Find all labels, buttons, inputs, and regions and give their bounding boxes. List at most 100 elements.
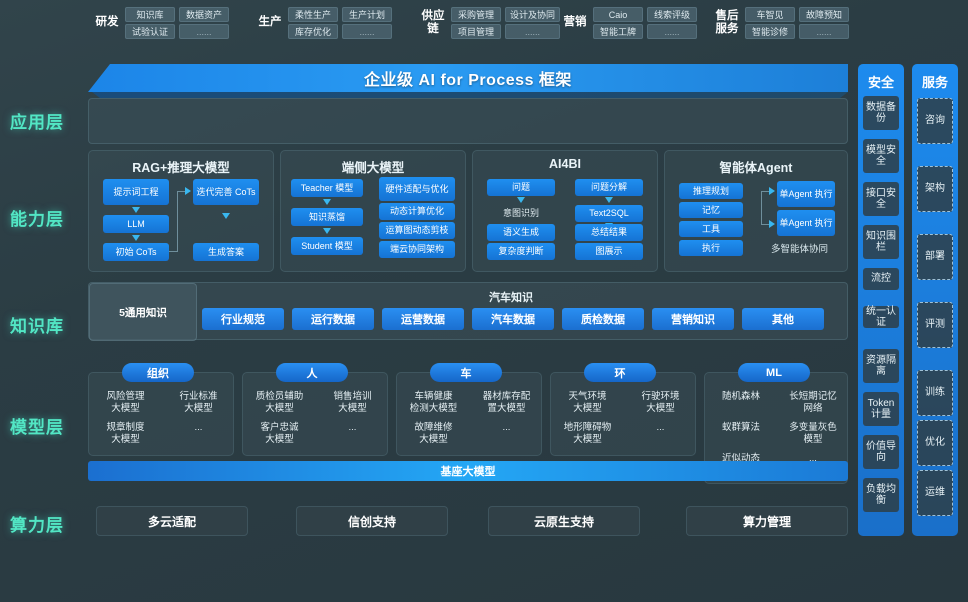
application-chip[interactable]: 库存优化	[288, 24, 338, 39]
model-item[interactable]: 长短期记忆 网络	[789, 391, 837, 414]
application-chip[interactable]: 柔性生产	[288, 7, 338, 22]
rag-generate-answer[interactable]: 生成答案	[193, 243, 259, 261]
application-chip[interactable]: Caio	[593, 7, 643, 22]
service-rail-item[interactable]: 训练	[917, 370, 953, 416]
compute-box[interactable]: 算力管理	[686, 506, 848, 536]
model-group-pill[interactable]: 环	[584, 363, 656, 382]
application-chip[interactable]: 生产计划	[342, 7, 392, 22]
compute-box[interactable]: 信创支持	[296, 506, 448, 536]
application-chip[interactable]: 知识库	[125, 7, 175, 22]
rag-llm[interactable]: LLM	[103, 215, 169, 233]
agent-execution[interactable]: 执行	[679, 240, 743, 256]
application-chip[interactable]: 智能工牌	[593, 24, 643, 39]
edge-graph-pruning[interactable]: 运算图动态剪枝	[379, 222, 455, 239]
knowledge-chip[interactable]: 汽车数据	[472, 308, 554, 330]
edge-dynamic-compute-opt[interactable]: 动态计算优化	[379, 203, 455, 220]
model-item[interactable]: 规章制度 大模型	[106, 422, 145, 445]
model-item[interactable]: 故障维修 大模型	[414, 422, 453, 445]
model-item[interactable]: 多变量灰色 模型	[789, 422, 837, 445]
ai4bi-text2sql[interactable]: Text2SQL	[575, 205, 643, 222]
security-rail-item[interactable]: 知识围栏	[863, 225, 899, 259]
agent-memory[interactable]: 记忆	[679, 202, 743, 218]
model-group-pill[interactable]: 人	[276, 363, 348, 382]
application-chip[interactable]: ......	[799, 24, 849, 39]
model-item[interactable]: 随机森林	[721, 391, 760, 402]
model-item[interactable]: 销售培训 大模型	[333, 391, 372, 414]
application-chip[interactable]: 车智见	[745, 7, 795, 22]
model-item[interactable]: 质检员辅助 大模型	[255, 391, 304, 414]
agent-reasoning-planning[interactable]: 推理规划	[679, 183, 743, 199]
service-rail-item[interactable]: 咨询	[917, 98, 953, 144]
agent-single-execution-2[interactable]: 单Agent 执行	[777, 210, 835, 236]
ai4bi-question[interactable]: 问题	[487, 179, 555, 196]
application-chip[interactable]: 试验认证	[125, 24, 175, 39]
edge-hardware-adaptation[interactable]: 硬件适配与优化	[379, 177, 455, 201]
knowledge-chip[interactable]: 运营数据	[382, 308, 464, 330]
application-chip[interactable]: 智能诊修	[745, 24, 795, 39]
security-rail-item[interactable]: 数据备份	[863, 96, 899, 130]
service-rail-item[interactable]: 部署	[917, 234, 953, 280]
application-chip[interactable]: ......	[647, 24, 697, 39]
model-item[interactable]: ...	[194, 422, 203, 433]
service-rail-item[interactable]: 优化	[917, 420, 953, 466]
model-item[interactable]: 车辆健康 检测大模型	[409, 391, 458, 414]
application-chip[interactable]: 设计及协同	[505, 7, 561, 22]
edge-student-model[interactable]: Student 模型	[291, 237, 363, 255]
model-item[interactable]: 风险管理 大模型	[106, 391, 145, 414]
security-rail-item[interactable]: 统一认证	[863, 306, 899, 328]
application-chip[interactable]: ......	[179, 24, 229, 39]
security-rail-item[interactable]: Token计量	[863, 392, 899, 426]
model-group-pill[interactable]: 车	[430, 363, 502, 382]
compute-box[interactable]: 多云适配	[96, 506, 248, 536]
security-rail-item[interactable]: 负载均衡	[863, 478, 899, 512]
service-rail-item[interactable]: 评测	[917, 302, 953, 348]
compute-box[interactable]: 云原生支持	[488, 506, 640, 536]
knowledge-chip[interactable]: 其他	[742, 308, 824, 330]
knowledge-chip[interactable]: 运行数据	[292, 308, 374, 330]
application-chip[interactable]: 采购管理	[451, 7, 501, 22]
security-rail-item[interactable]: 接口安全	[863, 182, 899, 216]
security-rail-item[interactable]: 模型安全	[863, 139, 899, 173]
model-item[interactable]: 行驶环境 大模型	[641, 391, 680, 414]
model-item[interactable]: 地形障碍物 大模型	[563, 422, 612, 445]
security-rail-item[interactable]: 资源隔离	[863, 349, 899, 383]
application-chip[interactable]: ......	[342, 24, 392, 39]
application-chip[interactable]: 数据资产	[179, 7, 229, 22]
rag-initial-cots[interactable]: 初始 CoTs	[103, 243, 169, 261]
security-rail-item[interactable]: 价值导向	[863, 435, 899, 469]
knowledge-chip[interactable]: 行业规范	[202, 308, 284, 330]
service-rail-item[interactable]: 运维	[917, 470, 953, 516]
model-item[interactable]: 器材库存配 置大模型	[482, 391, 531, 414]
agent-tools[interactable]: 工具	[679, 221, 743, 237]
model-item[interactable]: 天气环境 大模型	[568, 391, 607, 414]
model-group-pill[interactable]: ML	[738, 363, 810, 382]
edge-teacher-model[interactable]: Teacher 模型	[291, 179, 363, 197]
model-item[interactable]: ...	[502, 422, 511, 433]
ai4bi-intent-recognition[interactable]: 意图识别	[502, 208, 539, 219]
model-item[interactable]: ...	[656, 422, 665, 433]
knowledge-chip[interactable]: 营销知识	[652, 308, 734, 330]
rag-prompt-engineering[interactable]: 提示词工程	[103, 179, 169, 205]
model-item[interactable]: ...	[348, 422, 357, 433]
ai4bi-semantic-generation[interactable]: 语义生成	[487, 224, 555, 241]
ai4bi-complexity-judgement[interactable]: 复杂度判断	[487, 243, 555, 260]
ai4bi-summarize-result[interactable]: 总结结果	[575, 224, 643, 241]
application-chip[interactable]: ......	[505, 24, 561, 39]
model-item[interactable]: ...	[809, 453, 817, 464]
agent-single-execution-1[interactable]: 单Agent 执行	[777, 181, 835, 207]
knowledge-chip[interactable]: 质检数据	[562, 308, 644, 330]
security-rail-item[interactable]: 流控	[863, 268, 899, 290]
model-item[interactable]: 客户忠诚 大模型	[260, 422, 299, 445]
edge-knowledge-distillation[interactable]: 知识蒸馏	[291, 208, 363, 226]
ai4bi-chart-display[interactable]: 图展示	[575, 243, 643, 260]
model-group-pill[interactable]: 组织	[122, 363, 194, 382]
knowledge-general[interactable]: 5通用知识	[89, 283, 197, 341]
model-item[interactable]: 蚁群算法	[721, 422, 760, 433]
application-chip[interactable]: 故障预知	[799, 7, 849, 22]
rag-iterative-cots[interactable]: 迭代完善 CoTs	[193, 179, 259, 205]
model-item[interactable]: 行业标准 大模型	[179, 391, 218, 414]
application-chip[interactable]: 项目管理	[451, 24, 501, 39]
service-rail-item[interactable]: 架构	[917, 166, 953, 212]
edge-cloud-collaboration[interactable]: 端云协同架构	[379, 241, 455, 258]
ai4bi-question-decomposition[interactable]: 问题分解	[575, 179, 643, 196]
